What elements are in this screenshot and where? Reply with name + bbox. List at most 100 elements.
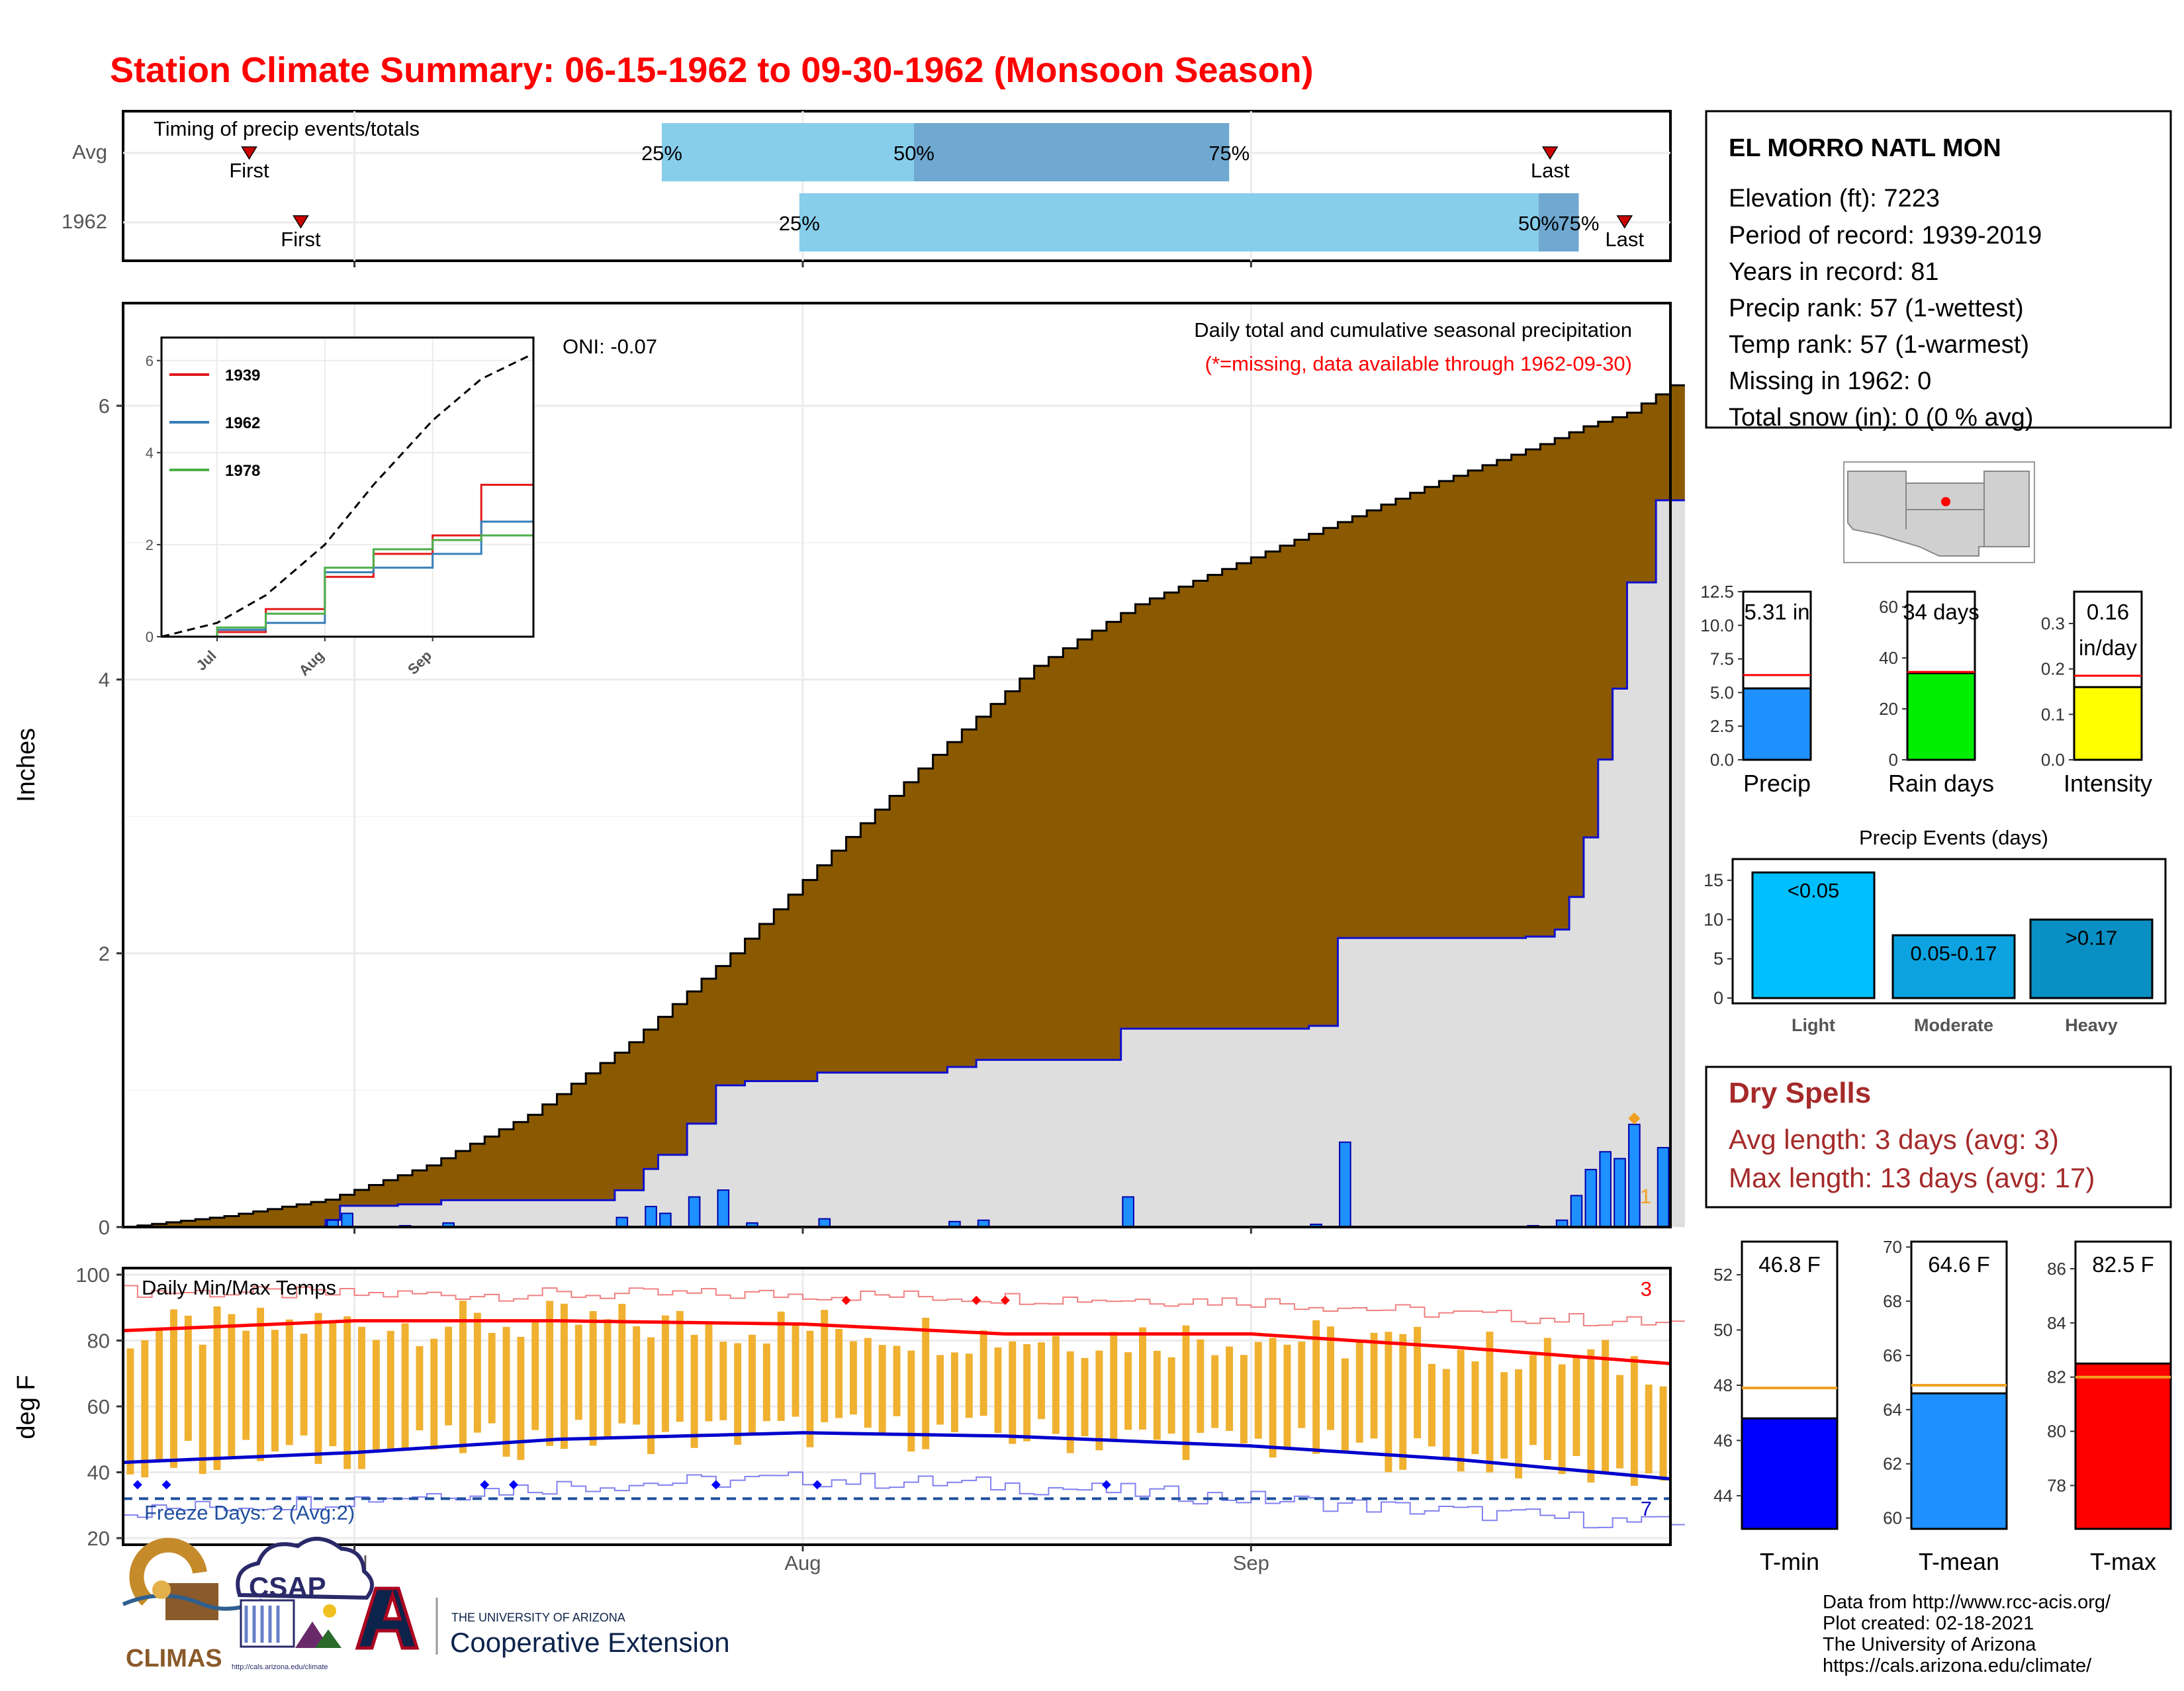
temp-daily-range-bar bbox=[1327, 1326, 1334, 1430]
mini-chart-label: Intensity bbox=[2064, 770, 2152, 797]
climas-logo-text: CLIMAS bbox=[126, 1645, 222, 1672]
temp-y-tick-label: 60 bbox=[87, 1395, 110, 1418]
ua-big-text: Cooperative Extension bbox=[450, 1627, 730, 1658]
timing-p50-label: 50% bbox=[1518, 212, 1559, 235]
temp-daily-range-bar bbox=[1066, 1351, 1074, 1453]
season-totals-charts: 0.0 2.5 5.0 7.5 10.0 12.5 5.31 in Precip 0 20 40 60… bbox=[1700, 582, 2152, 797]
timing-title: Timing of precip events/totals bbox=[154, 117, 420, 140]
temp-daily-range-bar bbox=[661, 1315, 669, 1432]
temp-daily-range-bar bbox=[531, 1319, 539, 1430]
temp-chart-y-tick-label: 84 bbox=[2047, 1313, 2066, 1333]
inset-y-tick-label: 2 bbox=[146, 537, 154, 553]
temp-daily-range-bar bbox=[1428, 1363, 1435, 1447]
credit-created: Plot created: 02-18-2021 bbox=[1823, 1613, 2034, 1634]
temp-daily-range-bar bbox=[1529, 1355, 1537, 1445]
temp-daily-range-bar bbox=[1399, 1334, 1407, 1470]
temp-daily-range-bar bbox=[907, 1350, 915, 1452]
temp-avg-max-line bbox=[122, 1319, 1671, 1365]
temp-daily-range-bar bbox=[170, 1309, 177, 1468]
temp-daily-range-bar bbox=[589, 1311, 597, 1446]
temp-daily-range-bar bbox=[126, 1348, 134, 1475]
station-period: Period of record: 1939-2019 bbox=[1729, 222, 2042, 250]
dry-spells-max: Max length: 13 days (avg: 17) bbox=[1729, 1162, 2095, 1193]
events-bar-category-label: Light bbox=[1792, 1015, 1835, 1035]
temp-daily-range-bar bbox=[1153, 1351, 1161, 1440]
temp-daily-range-bar bbox=[517, 1336, 525, 1460]
precip-missing-note: (*=missing, data available through 1962-… bbox=[1205, 352, 1632, 375]
mini-chart-y-tick-label: 7.5 bbox=[1710, 649, 1734, 669]
temp-record-high-marker bbox=[972, 1295, 981, 1305]
timing-bar-25-50 bbox=[799, 193, 1539, 251]
temp-chart-y-tick-label: 64 bbox=[1883, 1400, 1902, 1420]
inset-y-tick-label: 4 bbox=[146, 445, 154, 461]
events-bar bbox=[2029, 918, 2154, 999]
temp-daily-range-bar bbox=[749, 1334, 756, 1435]
temp-daily-range-bar bbox=[1341, 1358, 1349, 1451]
timing-first-label: First bbox=[229, 159, 269, 182]
temp-daily-range-bar bbox=[1110, 1332, 1118, 1440]
temp-daily-range-bar bbox=[1138, 1327, 1146, 1430]
temp-daily-range-bar bbox=[1081, 1357, 1089, 1437]
temp-record-low-marker bbox=[1101, 1480, 1111, 1490]
ua-small-text: THE UNIVERSITY OF ARIZONA bbox=[451, 1611, 625, 1624]
climas-logo: CLIMAS bbox=[122, 1537, 263, 1672]
temp-daily-range-bar bbox=[213, 1306, 221, 1470]
timing-first-marker bbox=[293, 215, 309, 229]
events-bar bbox=[1751, 871, 1876, 999]
precip-y-axis-label: Inches bbox=[13, 728, 40, 802]
station-location-marker bbox=[1941, 497, 1950, 506]
temp-daily-range-bar bbox=[806, 1330, 814, 1447]
temp-daily-range-bar bbox=[459, 1301, 467, 1453]
temp-chart-y-tick-label: 44 bbox=[1713, 1486, 1733, 1506]
temp-daily-range-bar bbox=[821, 1310, 829, 1422]
mini-chart-y-tick-label: 10.0 bbox=[1700, 616, 1734, 635]
events-bar-range-label: 0.05-0.17 bbox=[1911, 942, 1997, 965]
temp-daily-range-bar bbox=[893, 1346, 901, 1416]
credits: Data from http://www.rcc-acis.org/ Plot … bbox=[1823, 1592, 2111, 1676]
temp-daily-range-bar bbox=[1269, 1338, 1277, 1458]
temp-daily-range-bar bbox=[343, 1316, 351, 1469]
precip-daily-bar bbox=[645, 1205, 657, 1228]
mini-chart-y-tick-label: 2.5 bbox=[1710, 716, 1734, 736]
temp-daily-range-bar bbox=[1355, 1341, 1363, 1443]
temp-daily-range-bar bbox=[358, 1326, 365, 1469]
temp-daily-range-bar bbox=[445, 1326, 453, 1426]
temp-chart-y-tick-label: 86 bbox=[2047, 1259, 2066, 1279]
mini-chart-y-tick-label: 0 bbox=[1889, 750, 1898, 770]
events-y-tick-label: 5 bbox=[1713, 949, 1723, 969]
temp-daily-range-bar bbox=[922, 1317, 930, 1449]
mini-chart-y-tick-label: 0.0 bbox=[1710, 750, 1734, 770]
precip-max-marker bbox=[1628, 1112, 1641, 1124]
events-y-tick-label: 0 bbox=[1713, 988, 1723, 1008]
timing-p25-label: 25% bbox=[641, 142, 682, 165]
events-y-tick-label: 10 bbox=[1704, 909, 1723, 929]
temp-daily-range-bar bbox=[372, 1340, 380, 1450]
temp-daily-range-bar bbox=[488, 1333, 496, 1424]
temp-daily-range-bar bbox=[1254, 1342, 1262, 1439]
precip-daily-bar bbox=[1570, 1195, 1583, 1228]
csap-logo-text: CSAP bbox=[249, 1571, 326, 1602]
temp-daily-range-bar bbox=[184, 1315, 192, 1441]
temp-daily-range-bar bbox=[285, 1319, 293, 1445]
precip-deficit-area bbox=[123, 385, 1685, 1227]
temp-chart-bar bbox=[1910, 1392, 2008, 1530]
credit-university: The University of Arizona bbox=[1823, 1634, 2036, 1655]
temp-record-high-marker bbox=[1000, 1295, 1010, 1305]
precip-daily-bar bbox=[341, 1212, 353, 1228]
temp-daily-range-bar bbox=[1095, 1350, 1103, 1451]
temp-record-high-marker bbox=[841, 1295, 851, 1305]
temp-daily-range-bar bbox=[387, 1330, 394, 1451]
temp-daily-range-bar bbox=[560, 1303, 568, 1449]
freeze-days: Freeze Days: 2 (Avg:2) bbox=[144, 1501, 355, 1524]
precip-panel-title: Daily total and cumulative seasonal prec… bbox=[1194, 318, 1632, 342]
precip-1962-cumulative-area bbox=[123, 500, 1685, 1227]
mini-chart-y-tick-label: 0.3 bbox=[2041, 614, 2065, 633]
timing-last-label: Last bbox=[1531, 159, 1570, 182]
mini-chart-value-label: in/day bbox=[2079, 635, 2138, 660]
temp-daily-range-bar bbox=[1240, 1355, 1248, 1443]
temp-daily-range-bar bbox=[242, 1330, 250, 1440]
temp-daily-range-bar bbox=[156, 1330, 163, 1460]
temp-chart-y-tick-label: 66 bbox=[1883, 1346, 1902, 1365]
